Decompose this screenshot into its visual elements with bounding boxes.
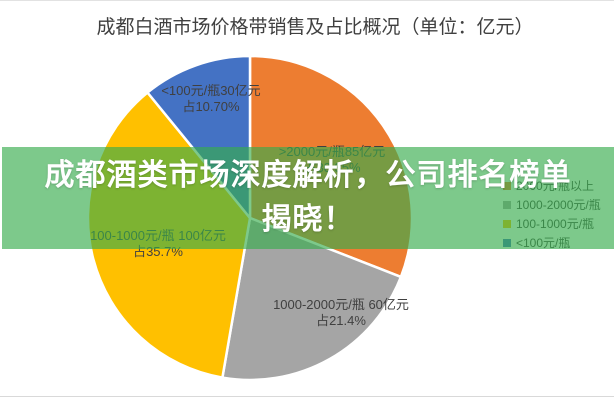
- pie-slice-1: [221, 216, 403, 382]
- pie-label-1000-2000: 1000-2000元/瓶 60亿元 占21.4%: [221, 297, 461, 329]
- pie-label-under-100: <100元/瓶30亿元 占10.70%: [111, 83, 311, 115]
- overlay-banner-line2: 揭晓！: [261, 203, 355, 236]
- overlay-banner-line1: 成都酒类市场深度解析，公司排名榜单: [44, 159, 572, 192]
- top-border-line: [0, 0, 614, 1]
- chart-title: 成都白酒市场价格带销售及占比概况（单位：亿元）: [96, 17, 534, 38]
- pie-label-1000-2000-text: 1000-2000元/瓶 60亿元: [273, 297, 409, 312]
- pie-label-under-100-text: <100元/瓶30亿元: [161, 83, 261, 98]
- bottom-border-line: [0, 396, 614, 397]
- pie-label-1000-2000-pct: 占21.4%: [316, 313, 366, 328]
- pie-label-under-100-pct: 占10.70%: [182, 99, 240, 114]
- overlay-banner: 成都酒类市场深度解析，公司排名榜单 揭晓！: [2, 147, 614, 249]
